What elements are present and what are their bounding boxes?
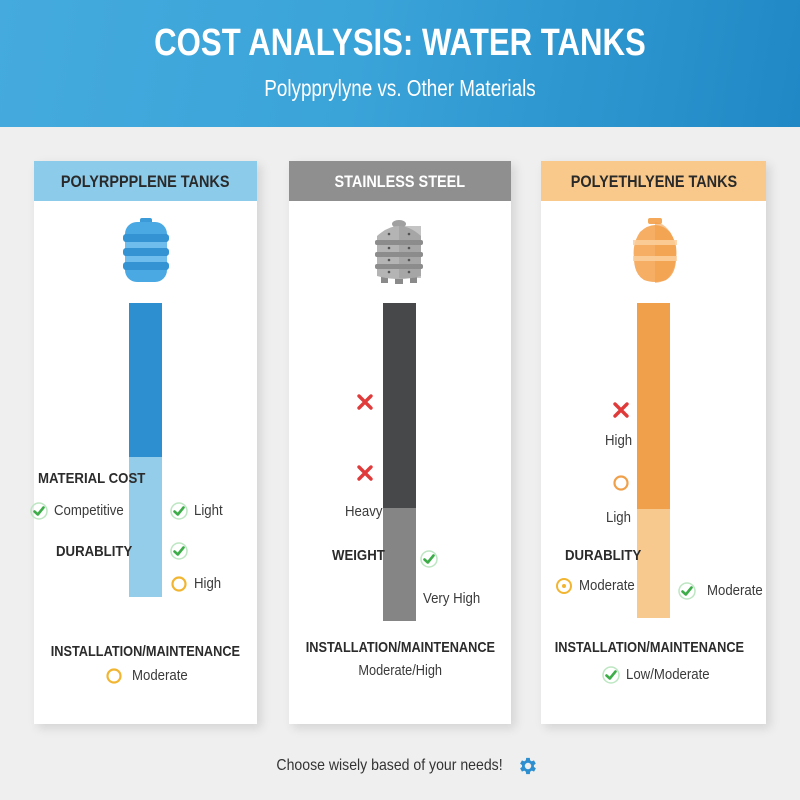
installation-label: INSTALLATION/MAINTENANCE: [50, 643, 241, 660]
check-icon: [170, 542, 188, 560]
dot-circle-icon: [555, 577, 573, 595]
card-title: POLYRPPPLENE TANKS: [61, 172, 230, 191]
card-header-polyethylene: POLYETHLYENE TANKS: [541, 161, 766, 201]
durability-value-left: Moderate: [579, 577, 635, 594]
check-icon: [678, 582, 696, 600]
card-title: STAINLESS STEEL: [334, 172, 466, 191]
circle-icon: [105, 667, 123, 685]
durability-value: Very High: [423, 590, 481, 607]
gear-icon: [517, 755, 539, 777]
weight-value: Ligh: [606, 509, 631, 526]
check-icon: [170, 502, 188, 520]
material-cost-value: Competitive: [54, 502, 124, 519]
steel-tank-icon: [375, 218, 423, 284]
cost-bar-stainless-steel: [383, 303, 416, 621]
footer-text: Choose wisely based of your needs!: [276, 757, 503, 774]
card-title: POLYETHLYENE TANKS: [570, 172, 737, 191]
weight-label: WEIGHT: [332, 547, 385, 564]
installation-label: INSTALLATION/MAINTENANCE: [305, 639, 496, 656]
durability-label: DURABLITY: [56, 543, 133, 560]
material-cost-label: MATERIAL COST: [38, 470, 146, 487]
circle-icon: [612, 474, 630, 492]
cost-value: High: [605, 432, 633, 449]
durability-value-right: Moderate: [707, 582, 763, 599]
circle-icon: [170, 575, 188, 593]
installation-value: Moderate: [132, 667, 188, 684]
check-icon: [30, 502, 48, 520]
cross-icon: [356, 464, 374, 482]
durability-label: DURABLITY: [565, 547, 642, 564]
page-header: COST ANALYSIS: WATER TANKS Polypprylyne …: [0, 0, 800, 127]
check-icon: [420, 550, 438, 568]
card-polyethylene: POLYETHLYENE TANKS High Ligh DURABLITY M…: [541, 161, 766, 724]
weight-value: Light: [194, 502, 223, 519]
card-polypropylene: POLYRPPPLENE TANKS MATERIAL COST Competi…: [30, 161, 257, 724]
weight-value: Heavy: [345, 503, 383, 520]
cost-bar-polyethylene: [637, 303, 670, 618]
durability-value: High: [194, 575, 222, 592]
orange-plastic-tank-icon: [632, 218, 678, 284]
page-title: COST ANALYSIS: WATER TANKS: [154, 22, 646, 64]
check-icon: [602, 666, 620, 684]
installation-value: Low/Moderate: [626, 666, 710, 683]
card-stainless-steel: STAINLESS STEEL Heavy WEIGHT Very: [289, 161, 511, 724]
card-header-polypropylene: POLYRPPPLENE TANKS: [34, 161, 257, 201]
page-subtitle: Polypprylyne vs. Other Materials: [264, 75, 536, 101]
cost-bar-polypropylene: [129, 303, 162, 597]
footer: Choose wisely based of your needs!: [0, 755, 800, 777]
cross-icon: [612, 401, 630, 419]
installation-value: Moderate/High: [358, 662, 442, 679]
blue-plastic-tank-icon: [123, 218, 169, 284]
card-header-stainless-steel: STAINLESS STEEL: [289, 161, 511, 201]
cross-icon: [356, 393, 374, 411]
installation-label: INSTALLATION/MAINTENANCE: [554, 639, 745, 656]
